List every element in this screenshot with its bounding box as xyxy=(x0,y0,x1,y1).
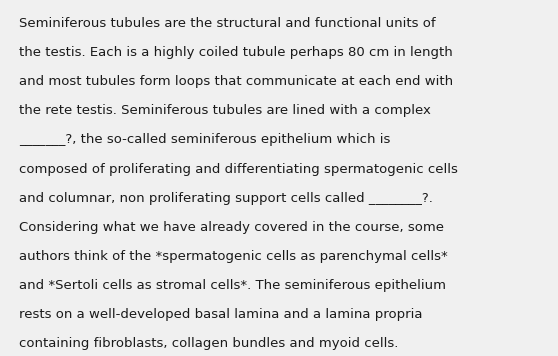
Text: _______?, the so-called seminiferous epithelium which is: _______?, the so-called seminiferous epi… xyxy=(20,134,391,146)
Text: authors think of the *spermatogenic cells as parenchymal cells*: authors think of the *spermatogenic cell… xyxy=(20,250,448,263)
Text: and columnar, non proliferating support cells called ________?.: and columnar, non proliferating support … xyxy=(20,192,434,205)
Text: composed of proliferating and differentiating spermatogenic cells: composed of proliferating and differenti… xyxy=(20,162,458,176)
Text: the rete testis. Seminiferous tubules are lined with a complex: the rete testis. Seminiferous tubules ar… xyxy=(20,104,431,117)
Text: containing fibroblasts, collagen bundles and myoid cells.: containing fibroblasts, collagen bundles… xyxy=(20,337,399,351)
Text: rests on a well-developed basal lamina and a lamina propria: rests on a well-developed basal lamina a… xyxy=(20,308,423,321)
Text: Seminiferous tubules are the structural and functional units of: Seminiferous tubules are the structural … xyxy=(20,17,436,30)
Text: and most tubules form loops that communicate at each end with: and most tubules form loops that communi… xyxy=(20,75,454,88)
Text: and *Sertoli cells as stromal cells*. The seminiferous epithelium: and *Sertoli cells as stromal cells*. Th… xyxy=(20,279,446,292)
Text: Considering what we have already covered in the course, some: Considering what we have already covered… xyxy=(20,221,444,234)
Text: the testis. Each is a highly coiled tubule perhaps 80 cm in length: the testis. Each is a highly coiled tubu… xyxy=(20,46,453,59)
